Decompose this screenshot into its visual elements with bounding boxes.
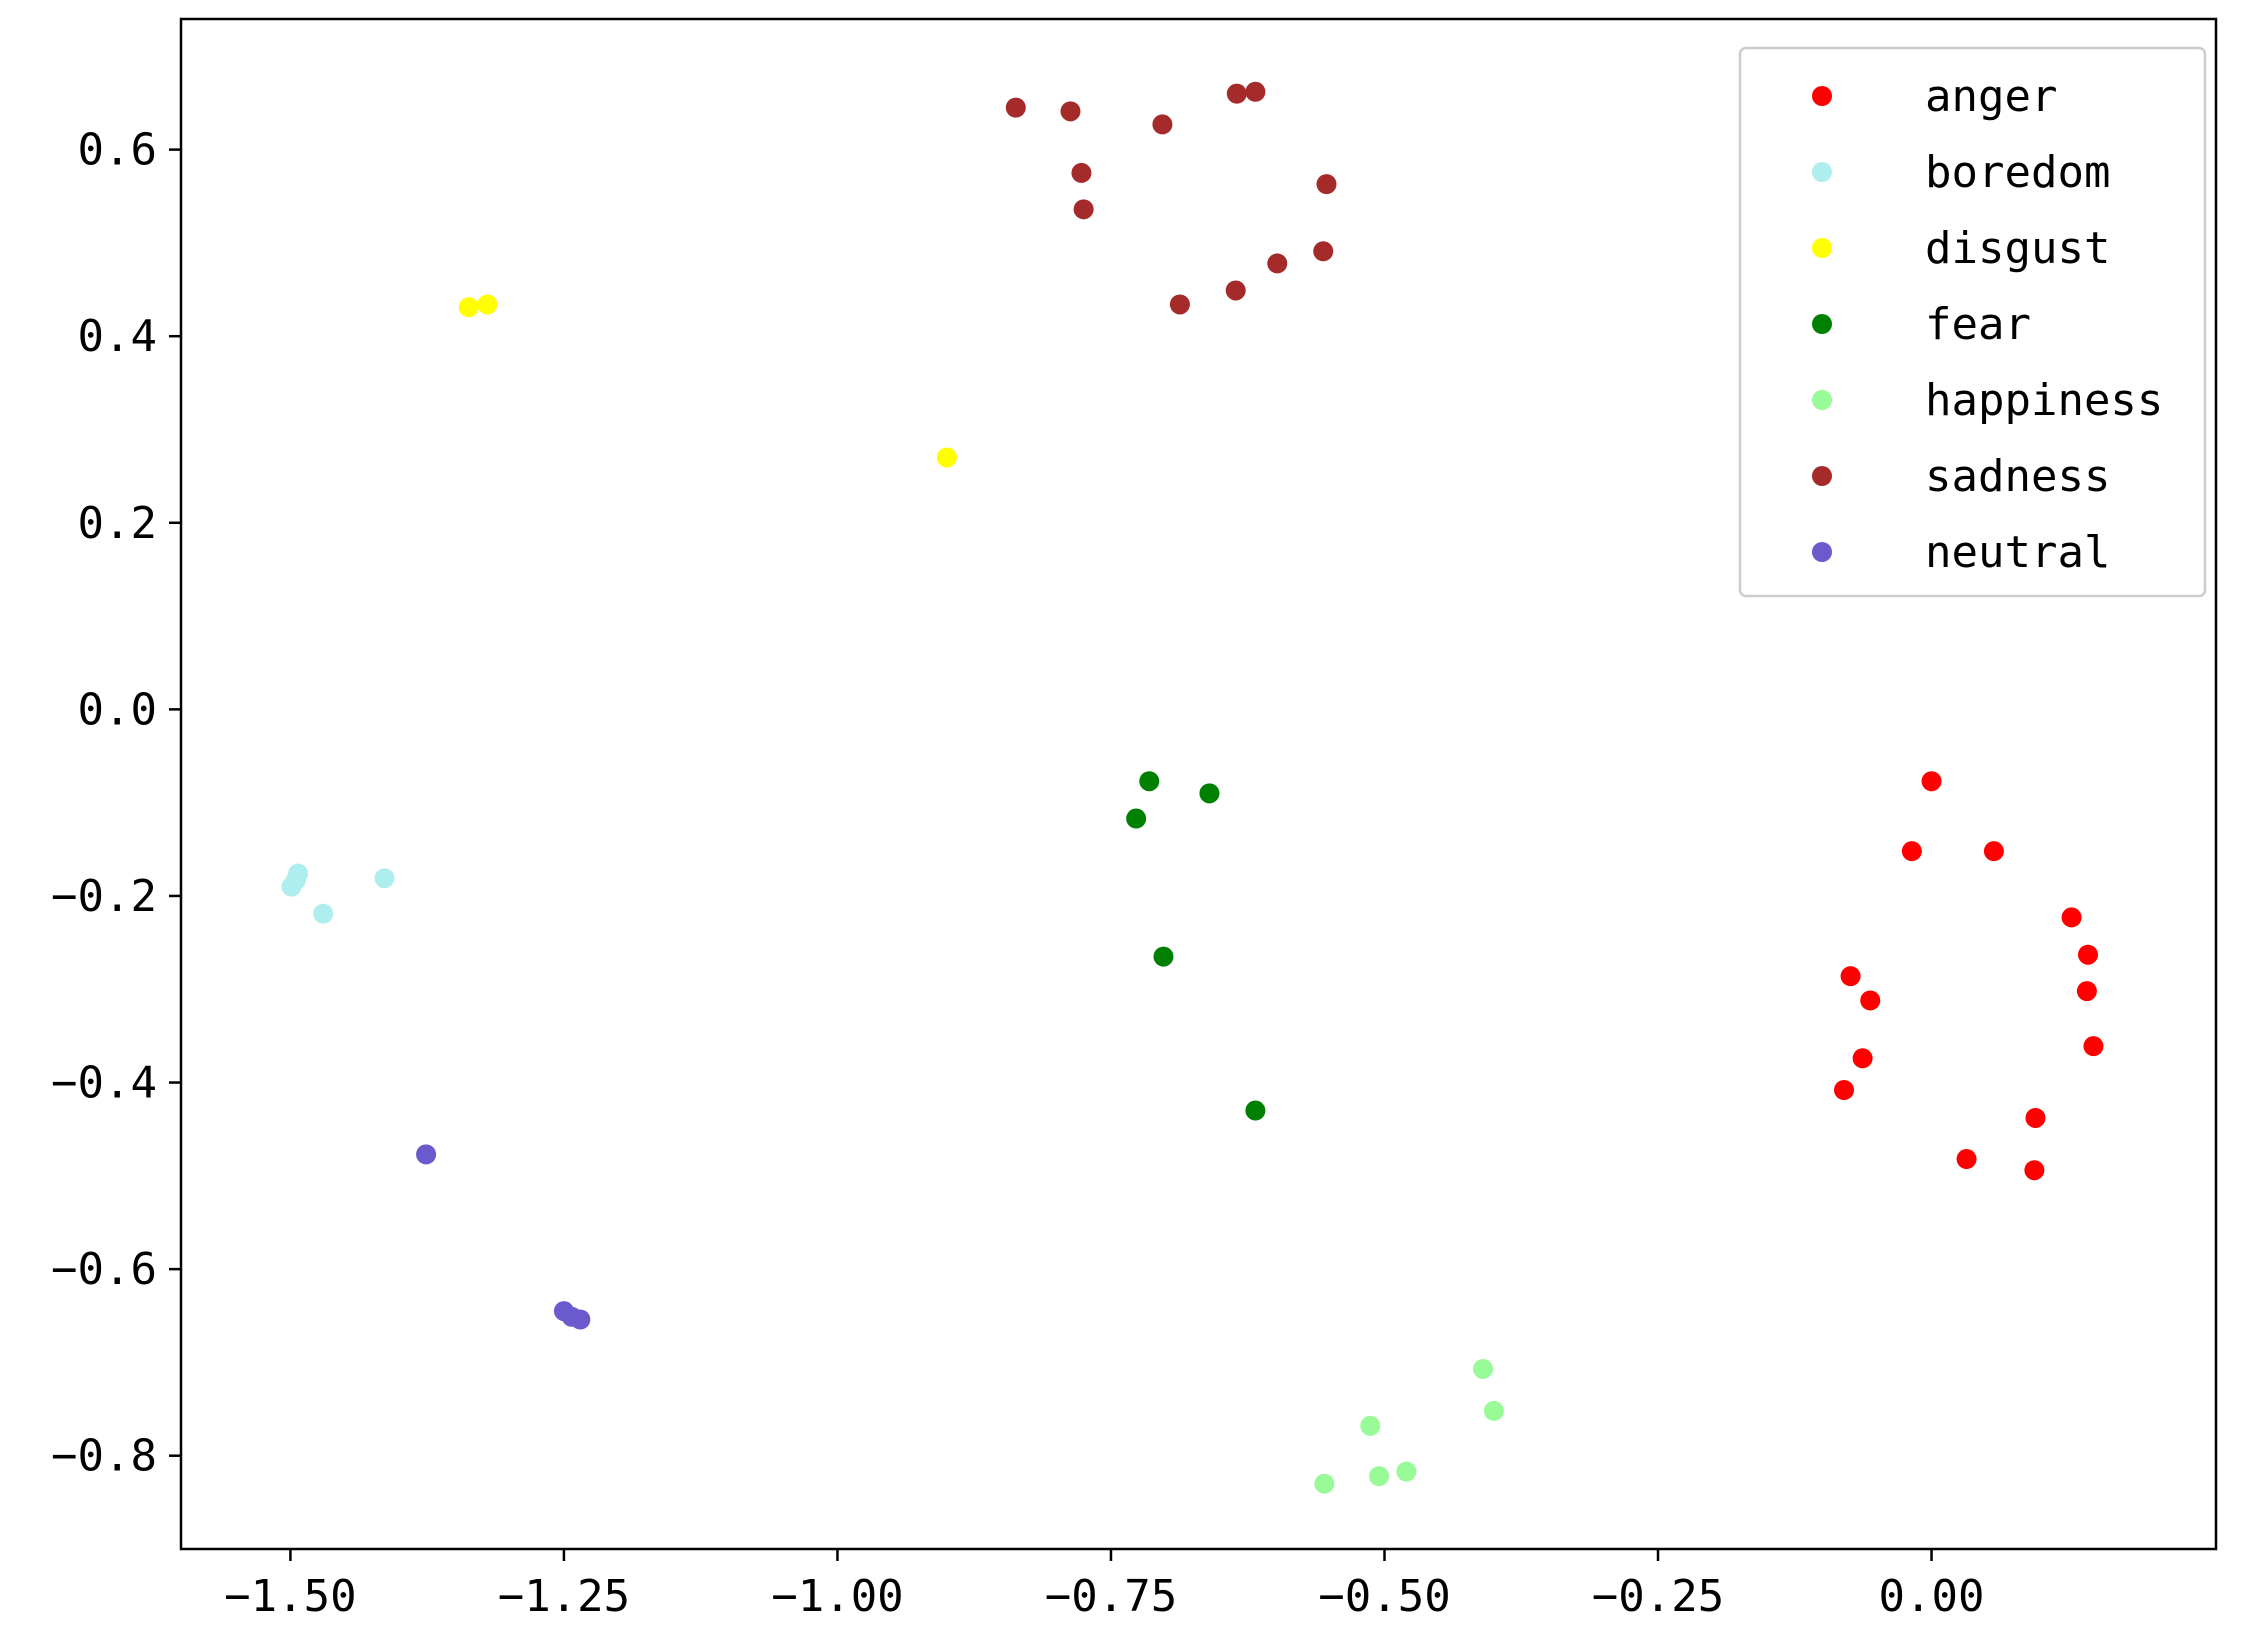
x-tick-label: 0.00	[1879, 1571, 1985, 1622]
data-point-anger	[2025, 1107, 2046, 1128]
legend-box	[1738, 46, 2207, 598]
legend-label-boredom: boredom	[1925, 147, 2110, 198]
legend-marker-fear	[1812, 314, 1832, 334]
data-point-anger	[1983, 841, 2004, 862]
x-tick-label: −1.50	[224, 1571, 356, 1622]
plot-frame	[179, 17, 2218, 1551]
data-point-sadness	[1267, 253, 1288, 274]
data-point-happiness	[1483, 1400, 1504, 1421]
data-point-anger	[1840, 966, 1861, 987]
y-tick-label: 0.6	[78, 125, 157, 176]
legend-marker-happiness	[1812, 390, 1832, 410]
series-sadness	[1005, 81, 1337, 315]
legend-marker-anger	[1812, 86, 1832, 106]
data-point-happiness	[1360, 1415, 1381, 1436]
x-tick-label: −0.25	[1592, 1571, 1724, 1622]
series-fear	[1126, 771, 1266, 1121]
data-point-anger	[1834, 1080, 1855, 1100]
data-point-fear	[1245, 1100, 1266, 1121]
data-point-happiness	[1314, 1473, 1335, 1494]
series-anger	[1834, 771, 2104, 1181]
x-tick-label: −1.25	[498, 1571, 630, 1622]
data-point-sadness	[1245, 81, 1266, 102]
data-point-anger	[1956, 1149, 1977, 1170]
series-neutral	[416, 1144, 591, 1330]
data-points	[281, 81, 2104, 1494]
data-point-sadness	[1152, 114, 1173, 135]
data-point-boredom	[374, 868, 395, 889]
data-point-disgust	[936, 447, 957, 468]
data-point-anger	[1852, 1048, 1873, 1069]
legend-label-happiness: happiness	[1925, 375, 2163, 426]
y-tick-label: 0.0	[78, 684, 157, 735]
plot-area	[179, 17, 2218, 1551]
data-point-anger	[2061, 907, 2082, 928]
x-tick-label: −1.00	[771, 1571, 903, 1622]
data-point-fear	[1126, 808, 1147, 829]
data-point-anger	[2077, 944, 2098, 965]
legend-label-fear: fear	[1925, 299, 2031, 350]
y-axis: 0.6 0.4 0.2 0.0 −0.2 −0.4 −0.6 −0.8	[51, 125, 181, 1482]
data-point-sadness	[1225, 280, 1246, 301]
data-point-sadness	[1005, 97, 1026, 118]
data-point-fear	[1139, 771, 1160, 792]
x-axis: −1.50 −1.25 −1.00 −0.75 −0.50 −0.25 0.00	[224, 1549, 1985, 1622]
data-point-disgust	[477, 294, 498, 315]
y-tick-label: −0.4	[51, 1058, 157, 1109]
x-tick-label: −0.50	[1318, 1571, 1450, 1622]
data-point-boredom	[313, 903, 334, 924]
data-point-anger	[2083, 1036, 2104, 1057]
data-point-sadness	[1060, 101, 1081, 122]
data-point-sadness	[1071, 162, 1092, 183]
x-tick-label: −0.75	[1045, 1571, 1177, 1622]
data-point-fear	[1153, 946, 1174, 967]
legend-marker-sadness	[1812, 466, 1832, 486]
y-tick-label: 0.2	[78, 498, 157, 549]
data-point-happiness	[1369, 1466, 1390, 1487]
y-tick-label: −0.8	[51, 1431, 157, 1482]
data-point-fear	[1199, 783, 1220, 804]
data-point-disgust	[458, 297, 479, 318]
data-point-anger	[2024, 1160, 2045, 1181]
data-point-sadness	[1169, 294, 1190, 315]
data-point-anger	[2076, 981, 2097, 1002]
data-point-boredom	[281, 876, 302, 897]
y-tick-label: −0.2	[51, 871, 157, 922]
legend-label-disgust: disgust	[1925, 223, 2110, 274]
data-point-sadness	[1316, 174, 1337, 195]
legend-marker-neutral	[1812, 542, 1832, 562]
data-point-neutral	[416, 1144, 437, 1165]
data-point-anger	[1921, 771, 1942, 792]
data-point-sadness	[1226, 83, 1247, 104]
data-point-anger	[1901, 841, 1922, 862]
legend-label-anger: anger	[1925, 71, 2057, 122]
data-point-happiness	[1396, 1461, 1417, 1482]
series-happiness	[1314, 1358, 1504, 1494]
data-point-anger	[1860, 990, 1881, 1011]
series-disgust	[458, 294, 957, 468]
data-point-neutral	[570, 1309, 591, 1330]
legend-label-neutral: neutral	[1925, 527, 2110, 578]
y-tick-label: −0.6	[51, 1244, 157, 1295]
series-boredom	[281, 863, 395, 924]
data-point-sadness	[1073, 199, 1094, 220]
legend-marker-boredom	[1812, 162, 1832, 182]
data-point-sadness	[1313, 241, 1334, 262]
y-tick-label: 0.4	[78, 311, 157, 362]
legend-marker-disgust	[1812, 238, 1832, 258]
legend: anger boredom disgust fear happiness sadness n…	[1738, 46, 2207, 598]
legend-label-sadness: sadness	[1925, 451, 2110, 502]
data-point-happiness	[1472, 1358, 1493, 1379]
